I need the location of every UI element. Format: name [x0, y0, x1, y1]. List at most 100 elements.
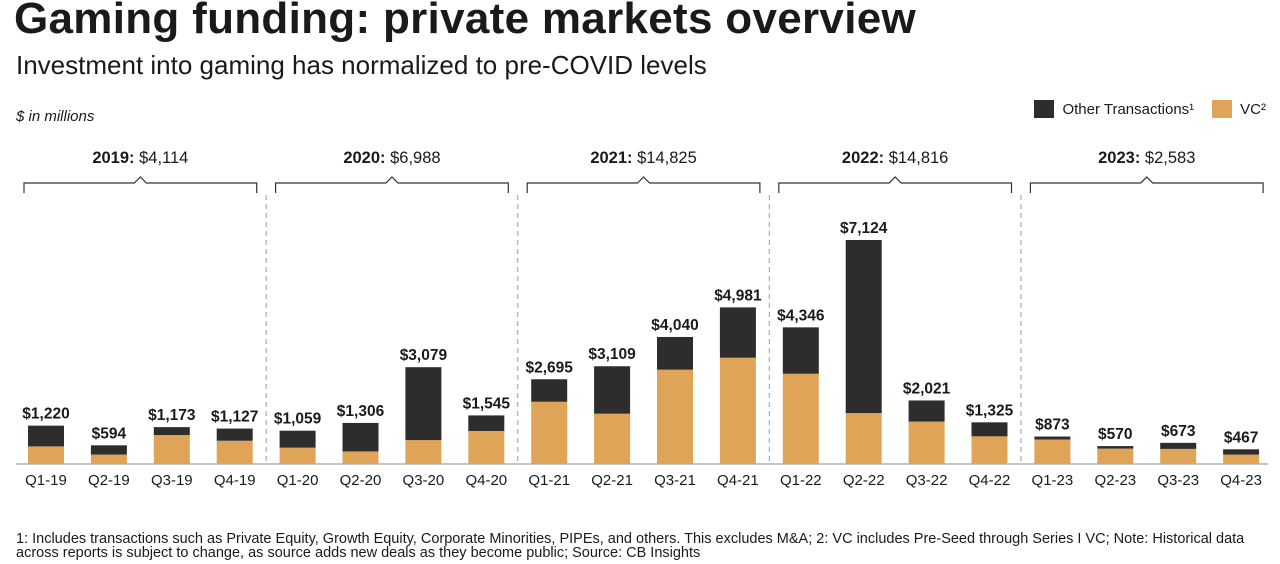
year-label-2023: 2023:: [1098, 149, 1145, 167]
bar-vc-q3-22: [908, 421, 945, 464]
footnote: 1: Includes transactions such as Private…: [16, 531, 1245, 561]
bar-other-q1-22: [782, 327, 819, 374]
year-bracket-2019: [23, 176, 258, 193]
bar-other-q2-21: [594, 366, 631, 414]
bar-vc-q4-22: [971, 436, 1008, 464]
bar-vc-q3-19: [153, 435, 190, 464]
year-label-2019: 2019:: [92, 149, 139, 167]
bar-vc-q1-23: [1034, 439, 1071, 464]
data-label-q1-21: $2,695: [525, 359, 573, 376]
data-label-q3-21: $4,040: [651, 317, 698, 334]
chart-legend: Other Transactions¹ VC²: [1024, 100, 1266, 118]
data-label-q3-20: $3,079: [400, 347, 448, 364]
year-label-2021: 2021:: [590, 149, 637, 167]
year-total-2023: $2,583: [1145, 149, 1195, 167]
data-label-q2-22: $7,124: [840, 220, 888, 237]
year-label-2020: 2020:: [343, 149, 390, 167]
tick-label-q1-21: Q1-21: [528, 472, 570, 489]
bar-vc-q1-19: [28, 446, 64, 464]
tick-label-q4-21: Q4-21: [717, 472, 759, 489]
tick-label-q3-22: Q3-22: [906, 472, 948, 489]
page-subtitle: Investment into gaming has normalized to…: [16, 50, 707, 80]
data-label-q3-23: $673: [1161, 423, 1196, 440]
year-header-2020: 2020: $6,988: [343, 149, 440, 167]
tick-label-q3-19: Q3-19: [151, 472, 193, 489]
tick-label-q4-19: Q4-19: [214, 472, 256, 489]
tick-label-q2-20: Q2-20: [340, 472, 382, 489]
tick-label-q2-21: Q2-21: [591, 472, 633, 489]
data-label-q3-22: $2,021: [903, 380, 951, 397]
legend-item-vc: VC²: [1212, 100, 1266, 118]
tick-label-q3-23: Q3-23: [1157, 472, 1199, 489]
bar-vc-q4-23: [1223, 454, 1260, 464]
bar-other-q3-22: [908, 400, 945, 422]
year-bracket-2023: [1029, 176, 1264, 193]
year-bracket-2021: [526, 176, 761, 193]
bar-other-q3-21: [657, 336, 693, 370]
page-title: Gaming funding: private markets overview: [14, 0, 917, 43]
bar-other-q2-23: [1097, 446, 1134, 449]
year-header-2021: 2021: $14,825: [590, 149, 696, 167]
bar-other-q1-23: [1034, 436, 1071, 440]
bar-other-q4-20: [468, 415, 505, 431]
bar-other-q4-19: [216, 428, 253, 441]
bar-vc-q3-23: [1160, 448, 1197, 464]
bar-other-q2-20: [342, 422, 379, 452]
bar-vc-q4-21: [719, 357, 756, 464]
tick-label-q1-23: Q1-23: [1032, 472, 1074, 489]
data-label-q4-23: $467: [1224, 429, 1258, 446]
bar-vc-q1-22: [782, 373, 819, 464]
data-label-q3-19: $1,173: [148, 407, 196, 424]
legend-swatch-other: [1034, 100, 1055, 118]
bar-vc-q2-23: [1097, 448, 1134, 464]
tick-label-q1-19: Q1-19: [25, 472, 67, 489]
data-label-q1-23: $873: [1035, 417, 1070, 434]
legend-label-other: Other Transactions¹: [1062, 100, 1195, 118]
year-header-2019: 2019: $4,114: [92, 149, 188, 167]
year-label-2022: 2022:: [842, 149, 889, 167]
bar-other-q4-22: [971, 422, 1008, 437]
year-total-2020: $6,988: [390, 149, 440, 167]
bar-other-q4-23: [1223, 449, 1260, 455]
tick-label-q4-23: Q4-23: [1220, 472, 1262, 489]
bar-other-q3-19: [153, 427, 190, 436]
year-total-2022: $14,816: [889, 149, 949, 167]
legend-label-vc: VC²: [1240, 100, 1266, 118]
bar-vc-q2-22: [845, 413, 882, 464]
bar-other-q2-19: [90, 445, 127, 455]
data-label-q1-22: $4,346: [777, 307, 825, 324]
data-label-q2-20: $1,306: [337, 403, 385, 420]
bar-vc-q3-20: [405, 440, 442, 464]
data-label-q2-21: $3,109: [588, 346, 636, 363]
bar-vc-q2-20: [342, 451, 379, 464]
year-bracket-2020: [275, 176, 509, 193]
bar-other-q1-20: [279, 430, 316, 448]
year-total-2021: $14,825: [637, 149, 697, 167]
data-label-q1-19: $1,220: [22, 406, 69, 423]
data-label-q2-19: $594: [92, 425, 127, 442]
tick-label-q2-23: Q2-23: [1094, 472, 1136, 489]
data-label-q4-19: $1,127: [211, 409, 258, 426]
tick-label-q3-20: Q3-20: [403, 472, 445, 489]
legend-item-other: Other Transactions¹: [1034, 100, 1194, 118]
data-label-q4-20: $1,545: [463, 395, 511, 412]
bar-vc-q1-21: [531, 401, 568, 464]
tick-label-q1-20: Q1-20: [277, 472, 319, 489]
year-total-2019: $4,114: [139, 149, 188, 167]
bar-other-q2-22: [845, 240, 882, 414]
data-label-q4-22: $1,325: [966, 402, 1014, 419]
legend-swatch-vc: [1212, 100, 1233, 118]
year-bracket-2022: [778, 176, 1013, 193]
year-header-2022: 2022: $14,816: [842, 149, 948, 167]
bar-other-q1-19: [28, 425, 64, 447]
tick-label-q2-19: Q2-19: [88, 472, 130, 489]
tick-label-q4-20: Q4-20: [465, 472, 507, 489]
tick-label-q3-21: Q3-21: [654, 472, 696, 489]
year-header-2023: 2023: $2,583: [1098, 149, 1195, 167]
data-label-q2-23: $570: [1098, 426, 1132, 443]
unit-label: $ in millions: [16, 108, 95, 125]
tick-label-q1-22: Q1-22: [780, 472, 822, 489]
bar-vc-q1-20: [279, 447, 316, 464]
bar-other-q3-23: [1160, 442, 1197, 449]
tick-label-q4-22: Q4-22: [969, 472, 1011, 489]
